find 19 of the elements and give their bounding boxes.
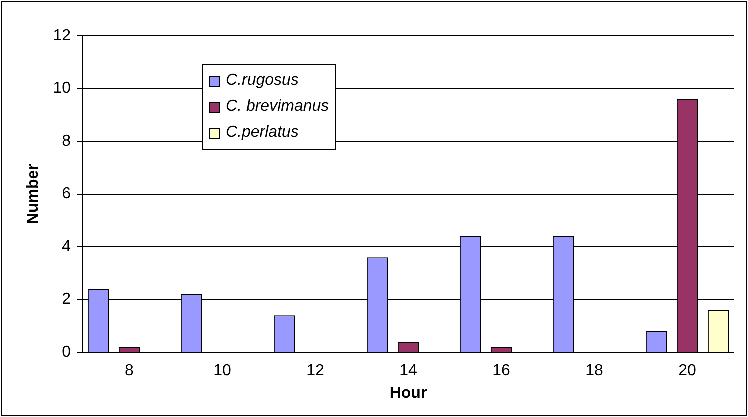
y-tick-label: 0 — [62, 344, 72, 362]
legend-label: C.rugosus — [226, 72, 299, 90]
legend-label: C.perlatus — [226, 124, 299, 142]
x-tick-label: 12 — [306, 362, 324, 380]
y-tick-label: 2 — [62, 291, 72, 308]
y-tick-label: 12 — [53, 27, 72, 44]
x-tick-label: 16 — [492, 362, 510, 380]
x-tick-label: 10 — [214, 362, 232, 380]
y-tick-label: 8 — [62, 132, 72, 150]
y-tick-label: 10 — [53, 80, 72, 98]
x-tick-label: 8 — [125, 362, 134, 380]
x-axis-title: Hour — [390, 384, 428, 402]
y-axis-title: Number — [25, 164, 42, 225]
legend-label: C. brevimanus — [226, 98, 330, 116]
y-tick-label: 4 — [62, 238, 72, 256]
y-tick-label: 6 — [62, 186, 72, 203]
x-tick-label: 20 — [678, 362, 696, 380]
x-tick-label: 18 — [586, 362, 604, 380]
x-tick-label: 14 — [400, 362, 418, 380]
